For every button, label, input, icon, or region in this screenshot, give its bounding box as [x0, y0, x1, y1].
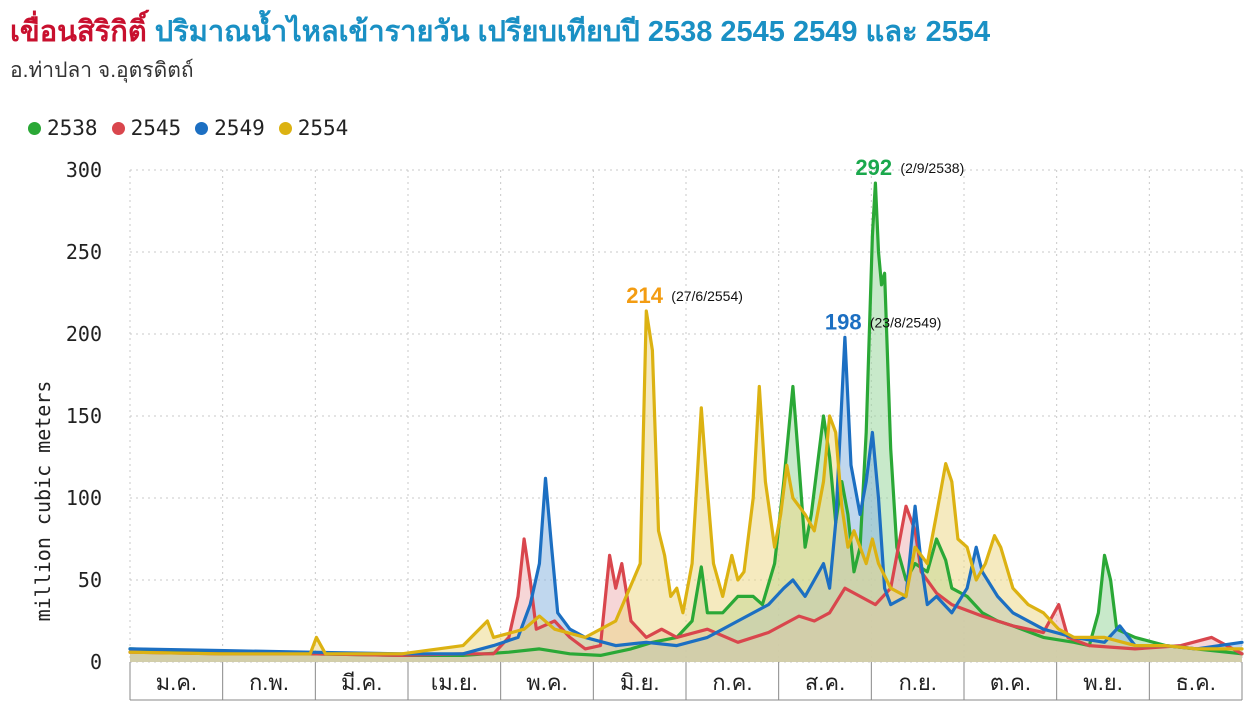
y-tick-label: 100: [66, 486, 102, 510]
month-label: ธ.ค.: [1175, 670, 1215, 695]
month-label: เม.ย.: [431, 670, 478, 695]
chart-subtitle: อ.ท่าปลา จ.อุตรดิตถ์: [10, 59, 194, 82]
line-2549: [128, 335, 1244, 656]
peak-date-2554: (27/6/2554): [671, 288, 743, 304]
area-2554: [130, 311, 1242, 662]
legend-dot-icon: [111, 121, 125, 135]
legend-item-2549: 2549: [195, 116, 265, 140]
title-text: ปริมาณน้ำไหลเข้ารายวัน เปรียบเทียบปี 253…: [154, 16, 991, 48]
legend-label: 2545: [130, 116, 182, 140]
month-label: ก.พ.: [249, 670, 289, 695]
legend-dot-icon: [278, 121, 292, 135]
line-2554: [128, 309, 1244, 656]
legend-dot-icon: [195, 121, 209, 135]
month-label: ก.ค.: [712, 670, 752, 695]
month-label: พ.ย.: [1083, 670, 1123, 695]
peak-value-2538: 292: [855, 155, 892, 180]
y-tick-label: 50: [78, 568, 102, 592]
dam-name: เขื่อนสิริกิติ์: [10, 16, 147, 48]
legend-item-2545: 2545: [111, 116, 182, 140]
legend-dot-icon: [28, 121, 41, 135]
y-tick-label: 300: [66, 158, 102, 182]
month-label: มี.ค.: [341, 670, 382, 695]
y-tick-label: 200: [66, 322, 102, 346]
month-label: ม.ค.: [156, 670, 197, 695]
month-label: ก.ย.: [898, 670, 936, 695]
y-axis-label: million cubic meters: [31, 381, 55, 622]
peak-value-2554: 214: [626, 283, 663, 308]
legend-label: 2538: [47, 116, 98, 140]
y-tick-label: 250: [66, 240, 102, 264]
legend: 2538 2545 2549 2554: [28, 116, 348, 140]
y-tick-label: 150: [66, 404, 102, 428]
header: เขื่อนสิริกิติ์ ปริมาณน้ำไหลเข้ารายวัน เ…: [10, 14, 990, 87]
line-2545: [128, 504, 1244, 658]
legend-item-2538: 2538: [28, 116, 98, 140]
month-label: พ.ค.: [526, 670, 567, 695]
month-label: มิ.ย.: [620, 670, 660, 695]
legend-label: 2549: [214, 116, 265, 140]
month-label: ต.ค.: [990, 670, 1031, 695]
month-label: ส.ค.: [805, 670, 845, 695]
peak-date-2538: (2/9/2538): [900, 160, 964, 176]
y-tick-label: 0: [90, 650, 102, 674]
chart-title: เขื่อนสิริกิติ์ ปริมาณน้ำไหลเข้ารายวัน เ…: [10, 14, 990, 50]
peak-value-2549: 198: [825, 309, 862, 334]
legend-label: 2554: [297, 116, 349, 140]
peak-date-2549: (23/8/2549): [870, 314, 942, 330]
legend-item-2554: 2554: [278, 116, 349, 140]
